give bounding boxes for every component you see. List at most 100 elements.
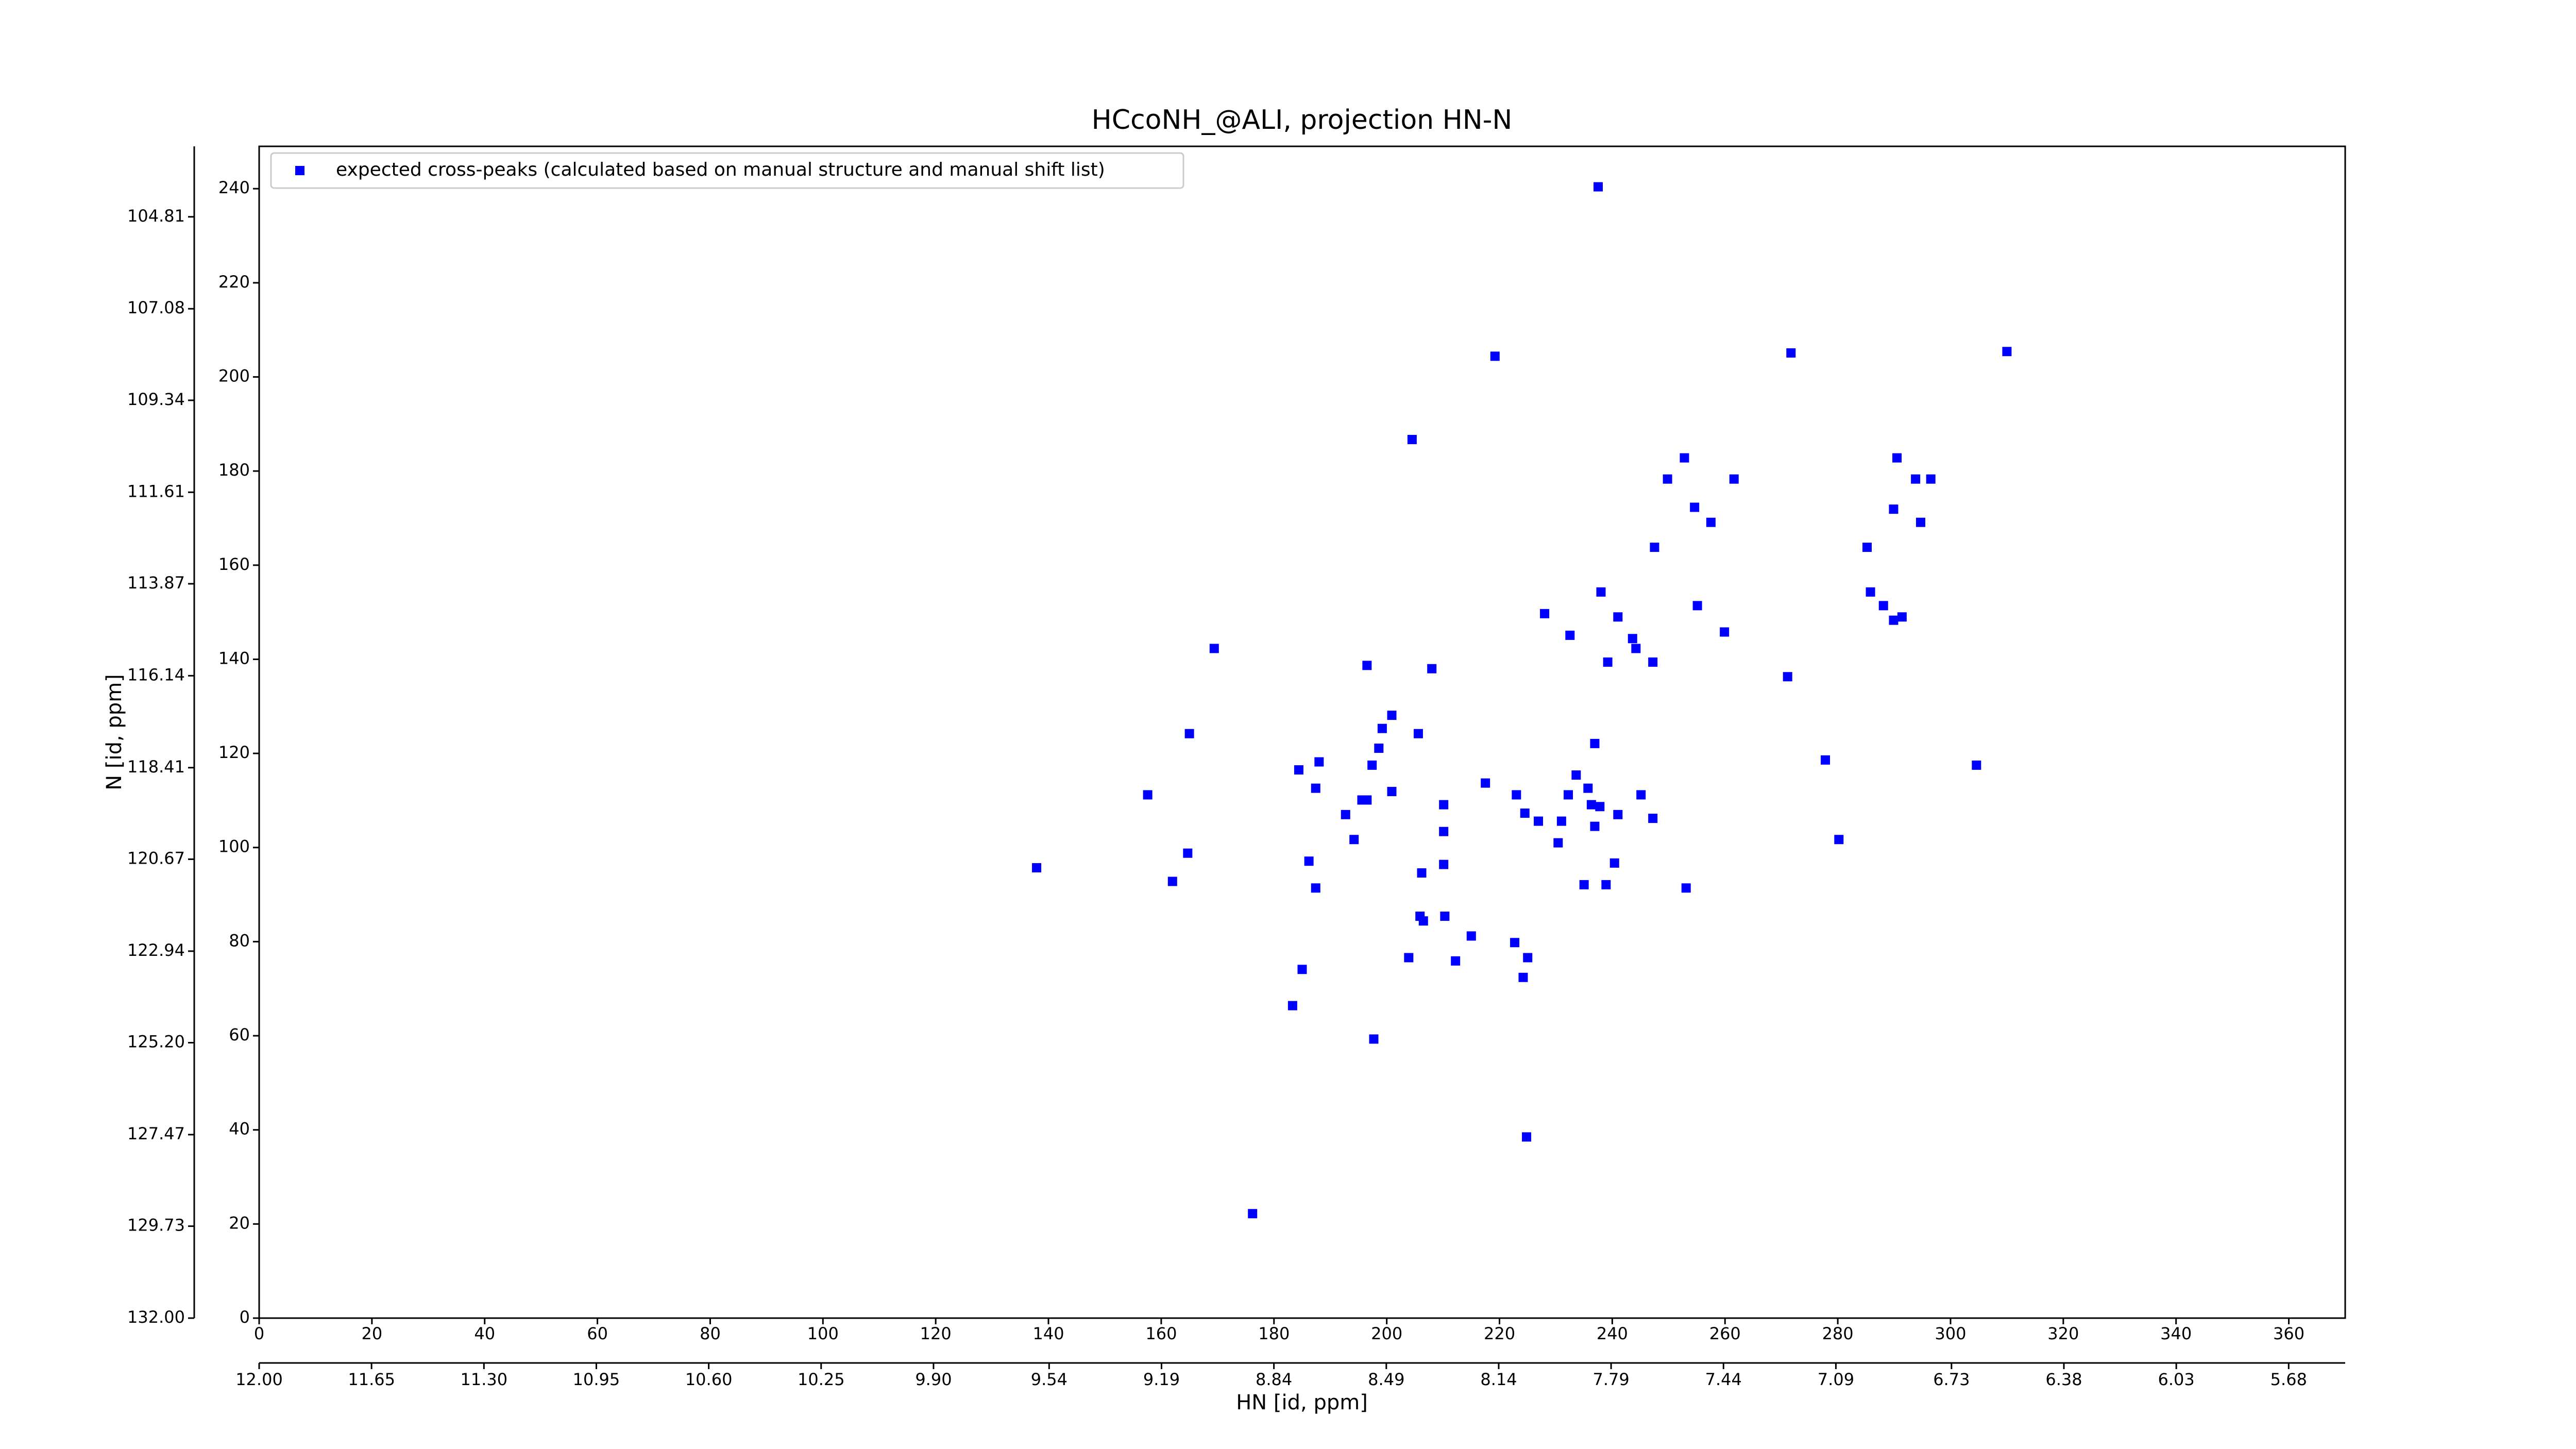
cross-peak <box>1294 765 1303 775</box>
x-tick-label: 120 <box>920 1324 952 1343</box>
y-tick-label: 180 <box>218 460 250 480</box>
cross-peak <box>1692 601 1702 611</box>
cross-peak <box>1184 729 1194 738</box>
x2-tick-label: 8.14 <box>1480 1370 1517 1389</box>
cross-peak <box>1490 351 1500 361</box>
x-tick-label: 0 <box>254 1324 264 1343</box>
cross-peak <box>1897 612 1907 622</box>
y2-tick-label: 127.47 <box>127 1124 185 1143</box>
y-tick-label: 80 <box>229 931 250 950</box>
cross-peak <box>1032 863 1042 873</box>
y2-tick-label: 104.81 <box>127 206 185 226</box>
cross-peak <box>1594 182 1603 192</box>
cross-peak <box>1926 474 1936 484</box>
cross-peak <box>1311 783 1320 793</box>
cross-peak <box>1650 543 1659 552</box>
y2-tick-label: 129.73 <box>127 1216 185 1235</box>
x2-tick-label: 12.00 <box>235 1370 283 1389</box>
cross-peak <box>1590 738 1600 748</box>
cross-peak <box>1590 821 1600 831</box>
cross-peak <box>1613 612 1623 622</box>
y2-tick-label: 118.41 <box>127 757 185 777</box>
cross-peak <box>1596 587 1606 597</box>
x2-tick-label: 7.44 <box>1705 1370 1742 1389</box>
x-tick-label: 160 <box>1145 1324 1177 1343</box>
cross-peak <box>1209 644 1219 653</box>
y-tick-label: 40 <box>229 1119 250 1139</box>
cross-peak <box>1821 755 1831 765</box>
cross-peak <box>1287 1001 1297 1010</box>
x-tick-label: 220 <box>1484 1324 1515 1343</box>
y2-tick-label: 125.20 <box>127 1032 185 1051</box>
x2-tick-label: 5.68 <box>2270 1370 2307 1389</box>
y-tick-label: 20 <box>229 1213 250 1233</box>
cross-peak <box>1916 517 1925 527</box>
cross-peak <box>1690 502 1700 512</box>
x2-tick-label: 6.38 <box>2045 1370 2082 1389</box>
cross-peak <box>1583 783 1593 793</box>
cross-peak <box>1297 965 1307 974</box>
cross-peak <box>1311 883 1320 893</box>
y-tick-label: 120 <box>218 743 250 762</box>
cross-peak <box>1663 474 1672 484</box>
cross-peak <box>1648 657 1658 667</box>
x-tick-label: 180 <box>1258 1324 1290 1343</box>
cross-peak <box>1564 790 1573 800</box>
cross-peak <box>1579 880 1589 889</box>
y2-tick-label: 122.94 <box>127 940 185 960</box>
y2-tick-label: 109.34 <box>127 390 185 409</box>
cross-peak <box>1387 787 1397 797</box>
x2-tick-label: 11.30 <box>461 1370 508 1389</box>
cross-peak <box>1786 348 1796 358</box>
plot-frame <box>258 145 2346 1319</box>
y-tick-label: 140 <box>218 648 250 668</box>
cross-peak <box>1417 868 1427 878</box>
cross-peak <box>1720 627 1730 637</box>
legend-box <box>270 152 1184 189</box>
x-tick-label: 280 <box>1822 1324 1854 1343</box>
cross-peak <box>1374 744 1384 753</box>
x-tick-label: 140 <box>1033 1324 1064 1343</box>
cross-peak <box>1523 953 1533 963</box>
cross-peak <box>1349 835 1359 845</box>
y2-tick-label: 107.08 <box>127 298 185 317</box>
cross-peak <box>1553 838 1563 848</box>
cross-peak <box>1565 630 1575 640</box>
y2-tick-label: 111.61 <box>127 481 185 501</box>
cross-peak <box>1636 790 1646 800</box>
x2-tick-label: 9.90 <box>915 1370 952 1389</box>
x2-tick-label: 8.49 <box>1368 1370 1404 1389</box>
cross-peak <box>1341 810 1350 819</box>
x-tick-label: 300 <box>1935 1324 1966 1343</box>
cross-peak <box>1304 856 1314 866</box>
cross-peak <box>1680 453 1689 463</box>
y2-tick-label: 120.67 <box>127 848 185 868</box>
cross-peak <box>1889 504 1899 514</box>
y2-tick-label: 116.14 <box>127 665 185 684</box>
cross-peak <box>1706 517 1716 527</box>
x2-tick-label: 6.03 <box>2158 1370 2195 1389</box>
cross-peak <box>1862 543 1872 552</box>
cross-peak <box>1522 1132 1532 1142</box>
cross-peak <box>1681 883 1691 893</box>
y2-tick-label: 113.87 <box>127 573 185 593</box>
cross-peak <box>1183 848 1193 858</box>
cross-peak <box>1613 810 1623 819</box>
x-tick-label: 260 <box>1709 1324 1741 1343</box>
cross-peak <box>1418 916 1428 926</box>
legend-label: expected cross-peaks (calculated based o… <box>336 159 1105 180</box>
cross-peak <box>1367 760 1377 770</box>
cross-peak <box>1362 661 1372 670</box>
cross-peak <box>1427 664 1437 673</box>
x2-tick-label: 10.95 <box>573 1370 620 1389</box>
cross-peak <box>1387 711 1397 720</box>
x2-tick-label: 7.09 <box>1818 1370 1854 1389</box>
x2-tick-label: 6.73 <box>1933 1370 1970 1389</box>
y2-tick-label: 132.00 <box>127 1307 185 1327</box>
cross-peak <box>1413 729 1423 738</box>
x-tick-label: 40 <box>474 1324 495 1343</box>
cross-peak <box>1586 800 1596 810</box>
x-tick-label: 80 <box>700 1324 721 1343</box>
cross-peak <box>1534 816 1544 826</box>
